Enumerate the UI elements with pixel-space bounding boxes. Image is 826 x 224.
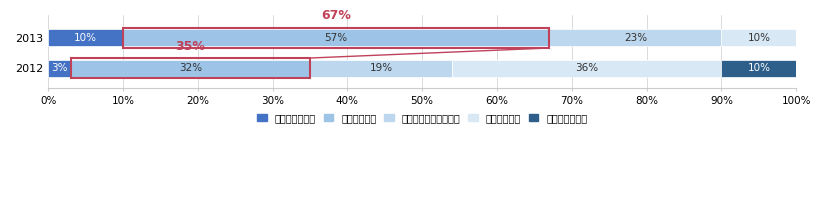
Text: 10%: 10%: [748, 63, 771, 73]
Bar: [48, 29, 123, 46]
Bar: [123, 28, 549, 48]
Text: 10%: 10%: [74, 33, 97, 43]
Bar: [310, 60, 452, 77]
Bar: [721, 29, 796, 46]
Bar: [70, 58, 310, 78]
Bar: [452, 60, 721, 77]
Text: 32%: 32%: [178, 63, 202, 73]
Text: 35%: 35%: [175, 40, 205, 53]
Bar: [48, 60, 70, 77]
Legend: 著しい景気拡大, やや景気拡大, 経済活動に変化はない, やや景気後退, 著しい景気後退: 著しい景気拡大, やや景気拡大, 経済活動に変化はない, やや景気後退, 著しい…: [254, 109, 591, 127]
Text: 3%: 3%: [51, 63, 68, 73]
Text: 36%: 36%: [575, 63, 598, 73]
Text: 19%: 19%: [369, 63, 392, 73]
Text: 23%: 23%: [624, 33, 647, 43]
Text: 10%: 10%: [748, 33, 771, 43]
Bar: [70, 60, 310, 77]
Bar: [123, 29, 549, 46]
Text: 67%: 67%: [321, 9, 351, 22]
Bar: [549, 29, 721, 46]
Bar: [721, 60, 796, 77]
Text: 57%: 57%: [325, 33, 348, 43]
